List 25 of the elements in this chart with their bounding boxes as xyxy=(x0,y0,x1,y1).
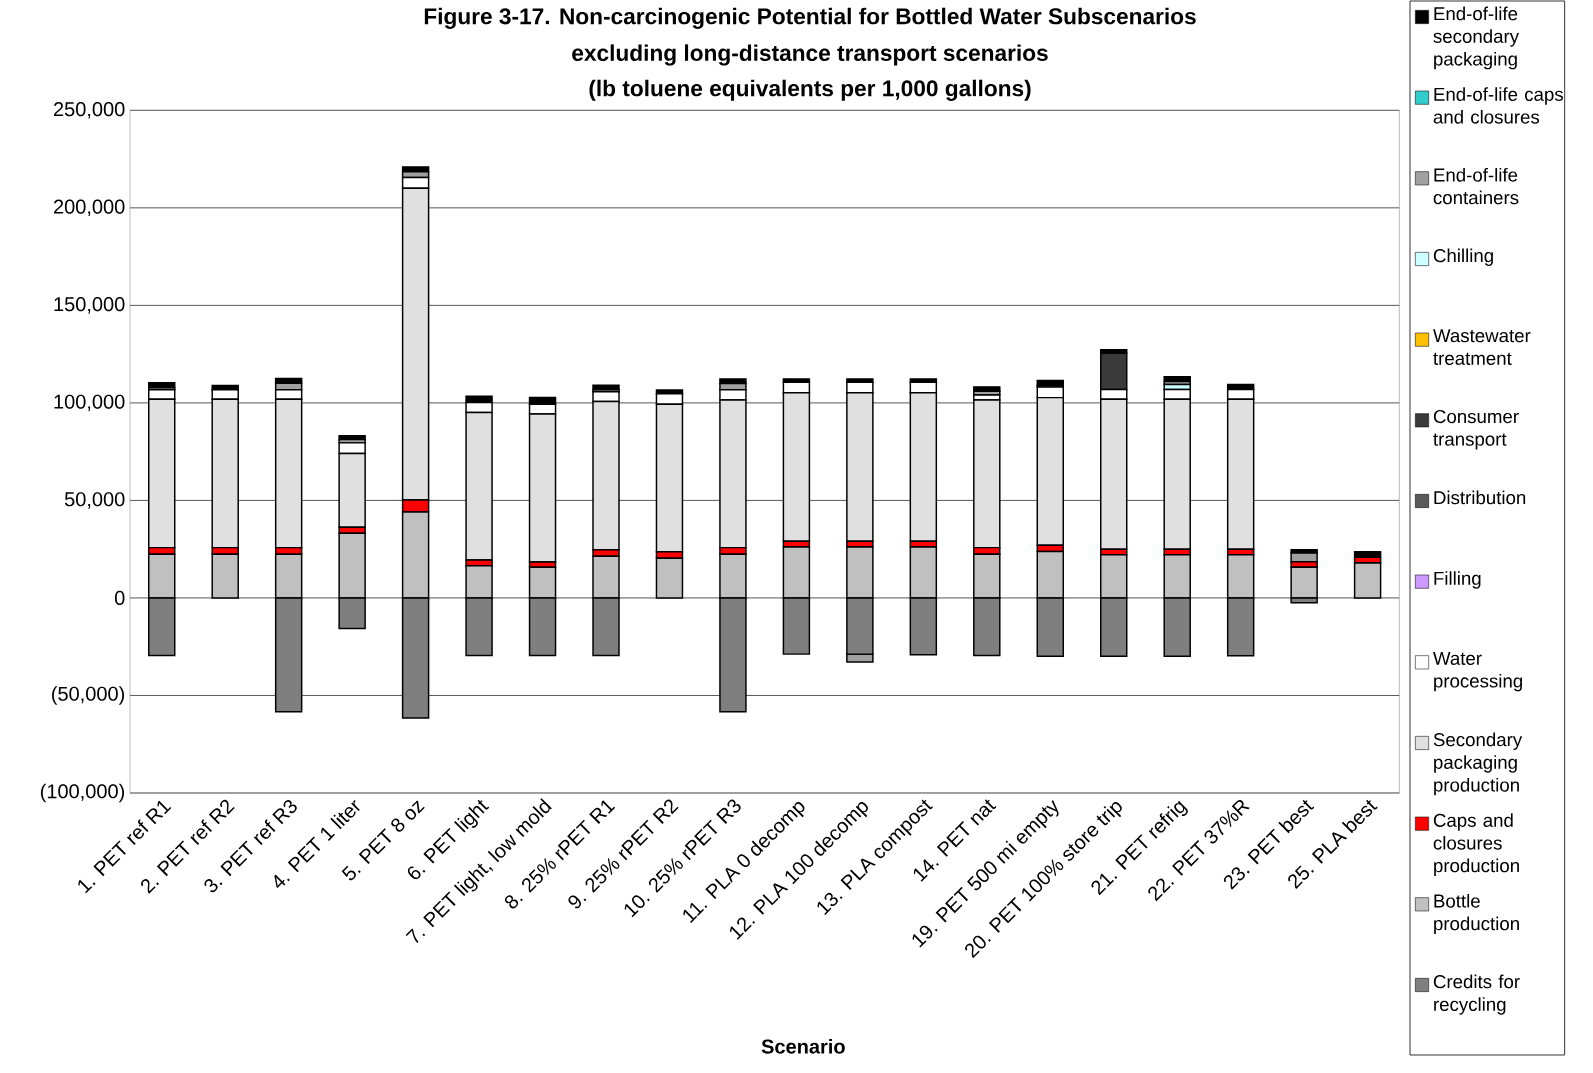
legend-label: Chilling xyxy=(1433,248,1493,266)
legend-label: End-of-life secondary packaging xyxy=(1433,6,1520,70)
text: (lb toluene equivalents per 1,000 gallons) xyxy=(589,79,1031,101)
legend-label: Wastewater treatment xyxy=(1433,329,1531,365)
y-tick-label: 200,000 xyxy=(54,199,125,217)
legend-label: Caps and closures production xyxy=(1433,813,1519,876)
x-axis-title: Scenario xyxy=(761,1038,845,1054)
y-tick-label: (100,000) xyxy=(40,783,125,803)
legend-label: Filling xyxy=(1434,571,1481,589)
chart-subtitle: excluding long-distance transport scenarios xyxy=(572,44,1048,66)
y-tick-label: 100,000 xyxy=(54,394,125,412)
y-tick-label: 150,000 xyxy=(54,297,125,314)
legend-label: Distribution xyxy=(1434,490,1526,505)
y-tick-label: (50,000) xyxy=(52,686,125,705)
legend-label: Water processing xyxy=(1433,651,1522,692)
chart-title: Figure 3-17. Non-carcinogenic Potential for Bottled Water Subscenarios xyxy=(424,7,1196,29)
legend-label: End-of-life containers xyxy=(1433,167,1519,205)
legend-label: Bottle production xyxy=(1434,893,1519,934)
legend-label: End-of-life caps and closures xyxy=(1433,87,1563,124)
y-tick-label: 0 xyxy=(114,590,125,606)
legend-label: Secondary packaging production xyxy=(1433,732,1523,796)
legend-label: Consumer transport xyxy=(1433,409,1519,450)
y-tick-label: 50,000 xyxy=(64,492,125,509)
y-tick-label: 250,000 xyxy=(54,102,125,119)
legend-label: Credits for recycling xyxy=(1433,974,1520,1015)
